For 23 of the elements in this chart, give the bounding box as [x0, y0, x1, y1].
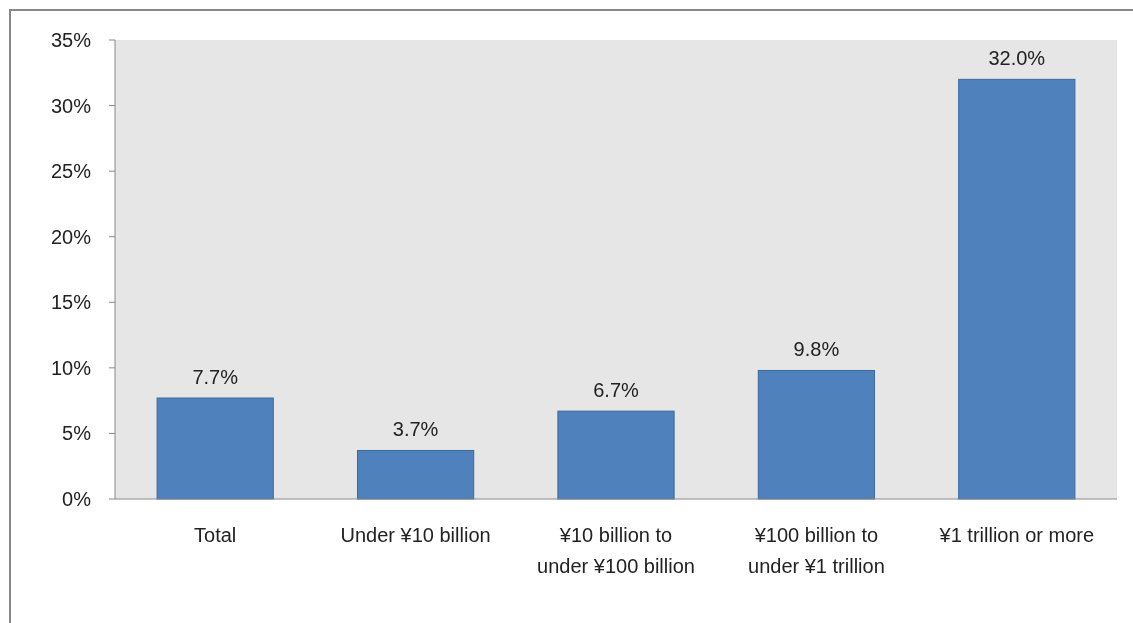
- bar: [958, 78, 1076, 500]
- data-label: 9.8%: [793, 338, 840, 361]
- data-label: 32.0%: [988, 47, 1046, 70]
- x-tick-label: ¥10 billion to under ¥100 billion: [537, 524, 695, 577]
- y-tick-label: 10%: [50, 356, 92, 379]
- data-label: 6.7%: [593, 379, 640, 402]
- data-label: 7.7%: [192, 366, 239, 389]
- data-label: 3.7%: [392, 418, 439, 441]
- x-tick-label: Total: [194, 524, 237, 546]
- bar: [557, 410, 675, 500]
- bar: [356, 449, 475, 500]
- y-tick-label: 5%: [62, 422, 92, 445]
- y-tick-label: 35%: [50, 29, 92, 51]
- x-tick-label: Under ¥10 billion: [340, 524, 491, 546]
- y-tick-label: 0%: [62, 488, 92, 510]
- y-tick-label: 15%: [50, 291, 92, 314]
- x-tick-label: ¥100 billion to under ¥1 trillion: [748, 524, 885, 577]
- bar: [156, 397, 274, 500]
- y-tick-label: 20%: [50, 225, 92, 248]
- y-tick-label: 30%: [50, 94, 92, 117]
- bar: [757, 369, 876, 500]
- x-tick-label: ¥1 trillion or more: [938, 524, 1095, 546]
- y-tick-label: 25%: [50, 160, 92, 183]
